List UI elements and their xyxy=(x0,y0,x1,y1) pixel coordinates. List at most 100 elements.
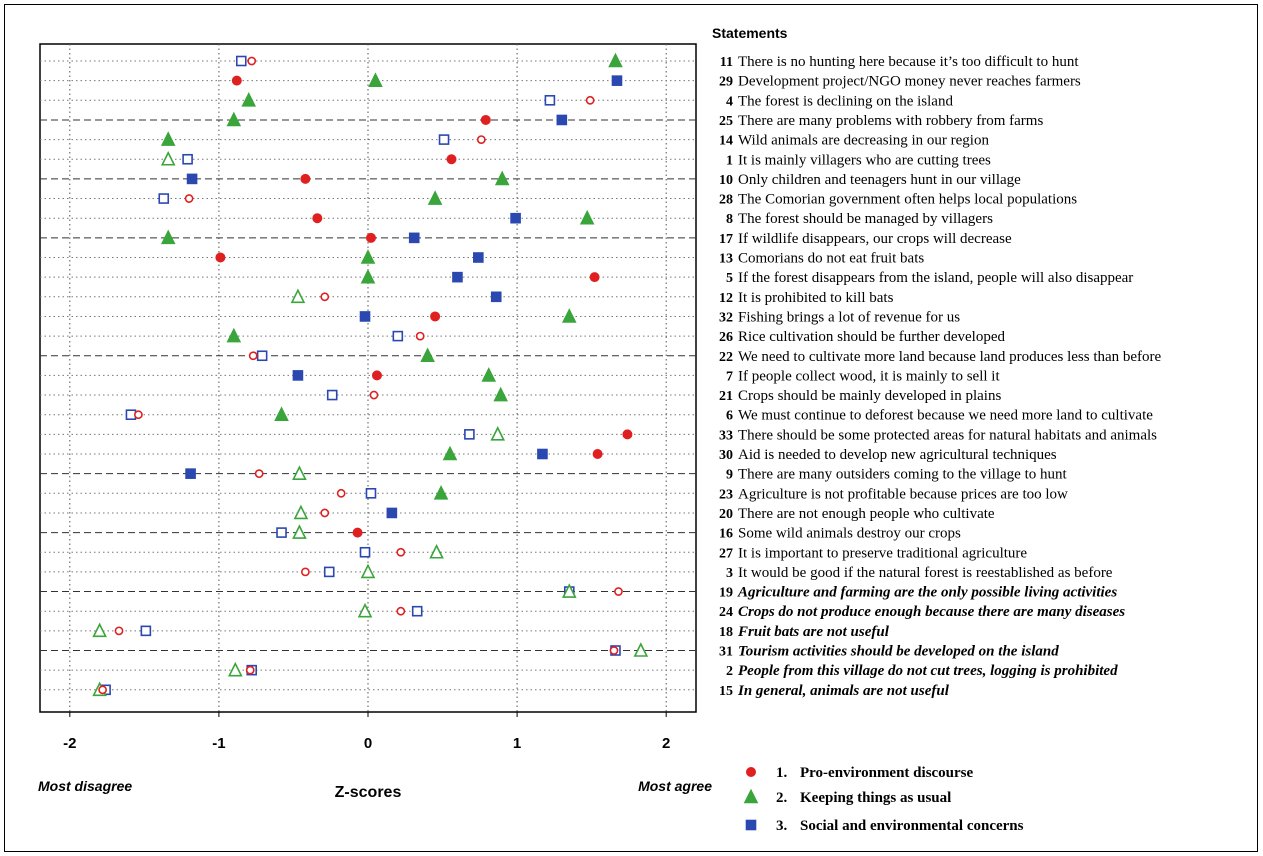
statement-number: 29 xyxy=(719,75,733,90)
statement-number: 3 xyxy=(726,566,733,581)
statement-row: 22 We need to cultivate more land because… xyxy=(248,347,1162,365)
marker-social-environmental xyxy=(392,330,404,342)
marker-pro-environment xyxy=(114,626,124,636)
statement-row: 14 Wild animals are decreasing in our reg… xyxy=(160,131,989,149)
marker-pro-environment xyxy=(415,331,425,341)
statement-number: 7 xyxy=(726,369,733,384)
statement-number: 15 xyxy=(719,684,733,699)
statement-row: 20 There are not enough people who cultiv… xyxy=(293,504,995,522)
statement-number: 1 xyxy=(726,153,733,168)
marker-social-environmental xyxy=(438,134,450,145)
marker-keeping-things-as-usual xyxy=(579,209,595,225)
marker-social-environmental xyxy=(292,370,304,381)
marker-keeping-things-as-usual xyxy=(160,229,176,245)
statement-row: 1 It is mainly villagers who are cutting … xyxy=(160,150,991,168)
statement-text: If the forest disappears from the island… xyxy=(738,270,1133,286)
marker-pro-environment xyxy=(300,567,310,577)
marker-pro-environment xyxy=(215,252,226,263)
statement-text: The forest is declining on the island xyxy=(738,93,953,109)
statement-row: 15 In general, animals are not useful xyxy=(92,681,950,699)
statement-number: 24 xyxy=(719,605,733,620)
marker-pro-environment xyxy=(589,272,600,283)
marker-pro-environment xyxy=(312,213,323,224)
statement-number: 9 xyxy=(726,468,733,483)
marker-keeping-things-as-usual xyxy=(433,485,449,500)
statement-row: 18 Fruit bats are not useful xyxy=(92,622,890,640)
marker-social-environmental xyxy=(464,429,475,440)
statement-number: 18 xyxy=(719,625,733,640)
marker-keeping-things-as-usual xyxy=(493,386,508,402)
marker-keeping-things-as-usual xyxy=(92,622,107,638)
statement-text: In general, animals are not useful xyxy=(737,683,950,699)
legend-label: Social and environmental concerns xyxy=(800,818,1024,834)
statement-number: 5 xyxy=(726,271,733,286)
statement-text: There is no hunting here because it’s to… xyxy=(738,54,1079,70)
statement-number: 14 xyxy=(719,134,733,149)
statement-number: 28 xyxy=(719,193,733,208)
marker-social-environmental xyxy=(408,232,420,244)
statement-row: 30 Aid is needed to develop new agricultu… xyxy=(442,445,1057,463)
marker-pro-environment xyxy=(396,547,406,557)
marker-pro-environment xyxy=(609,646,619,655)
gridlines xyxy=(69,44,667,712)
statements-header: Statements xyxy=(712,25,788,41)
marker-pro-environment xyxy=(245,665,255,675)
marker-keeping-things-as-usual xyxy=(360,249,376,264)
statement-number: 33 xyxy=(719,428,733,443)
statement-text: Agriculture is not profitable because pr… xyxy=(738,486,1068,502)
marker-keeping-things-as-usual xyxy=(274,406,289,422)
marker-social-environmental xyxy=(235,55,247,67)
marker-pro-environment xyxy=(133,410,143,420)
statement-row: 28 The Comorian government often helps lo… xyxy=(158,190,1077,208)
statement-number: 31 xyxy=(719,645,733,660)
statement-row: 32 Fishing brings a lot of revenue for us xyxy=(359,308,960,325)
marker-pro-environment xyxy=(614,587,623,596)
marker-keeping-things-as-usual xyxy=(360,563,376,579)
statement-text: Crops should be mainly developed in plai… xyxy=(738,388,1001,404)
marker-social-environmental xyxy=(452,271,463,283)
x-axis-label: Z-scores xyxy=(335,784,402,801)
marker-pro-environment xyxy=(430,311,441,322)
statement-row: 2 People from this village do not cut tre… xyxy=(228,661,1118,679)
statement-row: 7 If people collect wood, it is mainly to… xyxy=(292,367,1000,384)
marker-social-environmental xyxy=(186,173,198,185)
marker-social-environmental xyxy=(256,350,268,362)
marker-keeping-things-as-usual xyxy=(292,465,307,480)
statement-text: If people collect wood, it is mainly to … xyxy=(738,368,1000,384)
marker-social-environmental xyxy=(326,389,338,401)
marker-keeping-things-as-usual xyxy=(743,788,759,804)
marker-pro-environment xyxy=(184,194,194,203)
marker-social-environmental xyxy=(611,75,623,86)
marker-pro-environment xyxy=(369,390,379,400)
statement-row: 8 The forest should be managed by village… xyxy=(312,209,993,227)
marker-social-environmental xyxy=(140,625,152,637)
marker-social-environmental xyxy=(510,212,521,224)
statement-row: 4 The forest is declining on the island xyxy=(241,92,953,109)
statement-row: 26 Rice cultivation should be further dev… xyxy=(226,327,1006,345)
marker-social-environmental xyxy=(745,819,757,831)
marker-keeping-things-as-usual xyxy=(561,308,577,323)
legend-label: Keeping things as usual xyxy=(800,790,951,806)
statement-number: 19 xyxy=(719,586,733,601)
marker-keeping-things-as-usual xyxy=(420,347,435,363)
marker-social-environmental xyxy=(359,546,371,558)
statement-text: The Comorian government often helps loca… xyxy=(738,192,1077,208)
marker-keeping-things-as-usual xyxy=(494,170,510,186)
marker-pro-environment xyxy=(352,527,363,538)
marker-pro-environment xyxy=(247,56,257,66)
statement-text: It is important to preserve traditional … xyxy=(738,545,1027,561)
marker-social-environmental xyxy=(386,507,398,519)
marker-pro-environment xyxy=(592,448,603,459)
marker-social-environmental xyxy=(473,252,484,263)
marker-pro-environment xyxy=(320,292,330,302)
legend-number: 1. xyxy=(776,765,788,781)
marker-pro-environment xyxy=(336,488,346,498)
statement-number: 22 xyxy=(719,350,733,365)
marker-pro-environment xyxy=(248,351,258,361)
marker-pro-environment xyxy=(98,685,108,695)
x-tick-label: 2 xyxy=(662,735,670,752)
statement-text: Fishing brings a lot of revenue for us xyxy=(738,309,960,325)
marker-keeping-things-as-usual xyxy=(226,327,242,343)
marker-keeping-things-as-usual xyxy=(481,367,497,382)
marker-pro-environment xyxy=(480,114,491,125)
